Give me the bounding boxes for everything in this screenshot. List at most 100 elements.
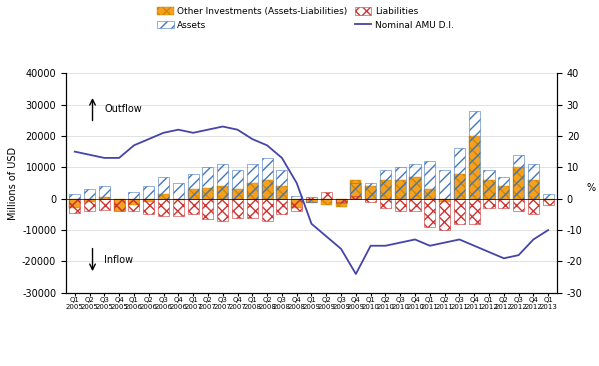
Bar [202,188,213,199]
Bar [395,180,406,199]
Nominal AMU D.I. [456,237,463,242]
Bar [232,199,243,217]
Bar [143,186,155,199]
Bar [513,155,524,199]
Bar [247,199,258,217]
Bar [262,180,273,199]
Bar [202,167,213,199]
Bar [410,177,420,199]
Bar [335,199,347,202]
Nominal AMU D.I. [204,127,211,132]
Bar [202,199,213,219]
Bar [498,177,509,199]
Y-axis label: Millions of USD: Millions of USD [8,146,18,220]
Nominal AMU D.I. [116,156,123,160]
Nominal AMU D.I. [101,156,108,160]
Bar [439,199,450,230]
Nominal AMU D.I. [382,243,389,248]
Bar [350,183,361,199]
Bar [410,199,420,211]
Bar [483,199,495,208]
Bar [395,199,406,211]
Bar [276,171,288,199]
Nominal AMU D.I. [293,181,300,185]
Bar [513,199,524,211]
Bar [335,199,347,206]
Bar [498,199,509,208]
Bar [158,177,169,199]
Bar [513,167,524,199]
Bar [69,199,80,208]
Bar [306,199,317,202]
Nominal AMU D.I. [426,243,434,248]
Bar [528,199,539,214]
Bar [395,167,406,199]
Bar [276,199,288,214]
Bar [454,149,465,199]
Bar [276,186,288,199]
Bar [232,171,243,199]
Bar [187,199,199,214]
Bar [454,199,465,224]
Bar [528,180,539,199]
Nominal AMU D.I. [323,234,330,239]
Bar [410,164,420,199]
Text: Outflow: Outflow [104,104,142,114]
Bar [84,189,95,199]
Bar [143,199,155,202]
Bar [128,199,140,211]
Bar [99,186,110,199]
Bar [173,199,184,200]
Nominal AMU D.I. [234,127,241,132]
Bar [291,195,302,199]
Nominal AMU D.I. [160,131,167,135]
Bar [468,136,480,199]
Bar [69,194,80,199]
Bar [439,199,450,202]
Bar [543,194,553,199]
Nominal AMU D.I. [86,153,93,157]
Line: Nominal AMU D.I.: Nominal AMU D.I. [75,127,548,274]
Bar [114,199,125,211]
Bar [335,199,347,203]
Bar [380,171,391,199]
Nominal AMU D.I. [308,221,315,226]
Bar [291,199,302,208]
Bar [262,199,273,221]
Nominal AMU D.I. [485,250,492,254]
Bar [483,171,495,199]
Bar [187,173,199,199]
Nominal AMU D.I. [71,149,78,154]
Text: Inflow: Inflow [104,255,134,265]
Bar [468,111,480,199]
Bar [350,180,361,199]
Nominal AMU D.I. [175,127,182,132]
Bar [365,186,376,199]
Bar [69,199,80,213]
Bar [143,199,155,214]
Bar [84,199,95,202]
Bar [84,199,95,211]
Nominal AMU D.I. [412,237,419,242]
Bar [247,183,258,199]
Bar [528,164,539,199]
Bar [306,197,317,199]
Bar [217,186,228,199]
Bar [454,173,465,199]
Bar [498,186,509,199]
Bar [380,199,391,208]
Bar [114,199,125,211]
Nominal AMU D.I. [397,240,404,245]
Legend: Other Investments (Assets-Liabilities), Assets, Liabilities, Nominal AMU D.I.: Other Investments (Assets-Liabilities), … [155,4,456,33]
Bar [232,189,243,199]
Bar [158,194,169,199]
Bar [217,164,228,199]
Nominal AMU D.I. [544,228,552,232]
Bar [543,199,553,205]
Nominal AMU D.I. [249,137,256,141]
Nominal AMU D.I. [352,272,359,276]
Nominal AMU D.I. [530,237,537,242]
Nominal AMU D.I. [471,243,478,248]
Bar [128,193,140,199]
Bar [306,199,317,203]
